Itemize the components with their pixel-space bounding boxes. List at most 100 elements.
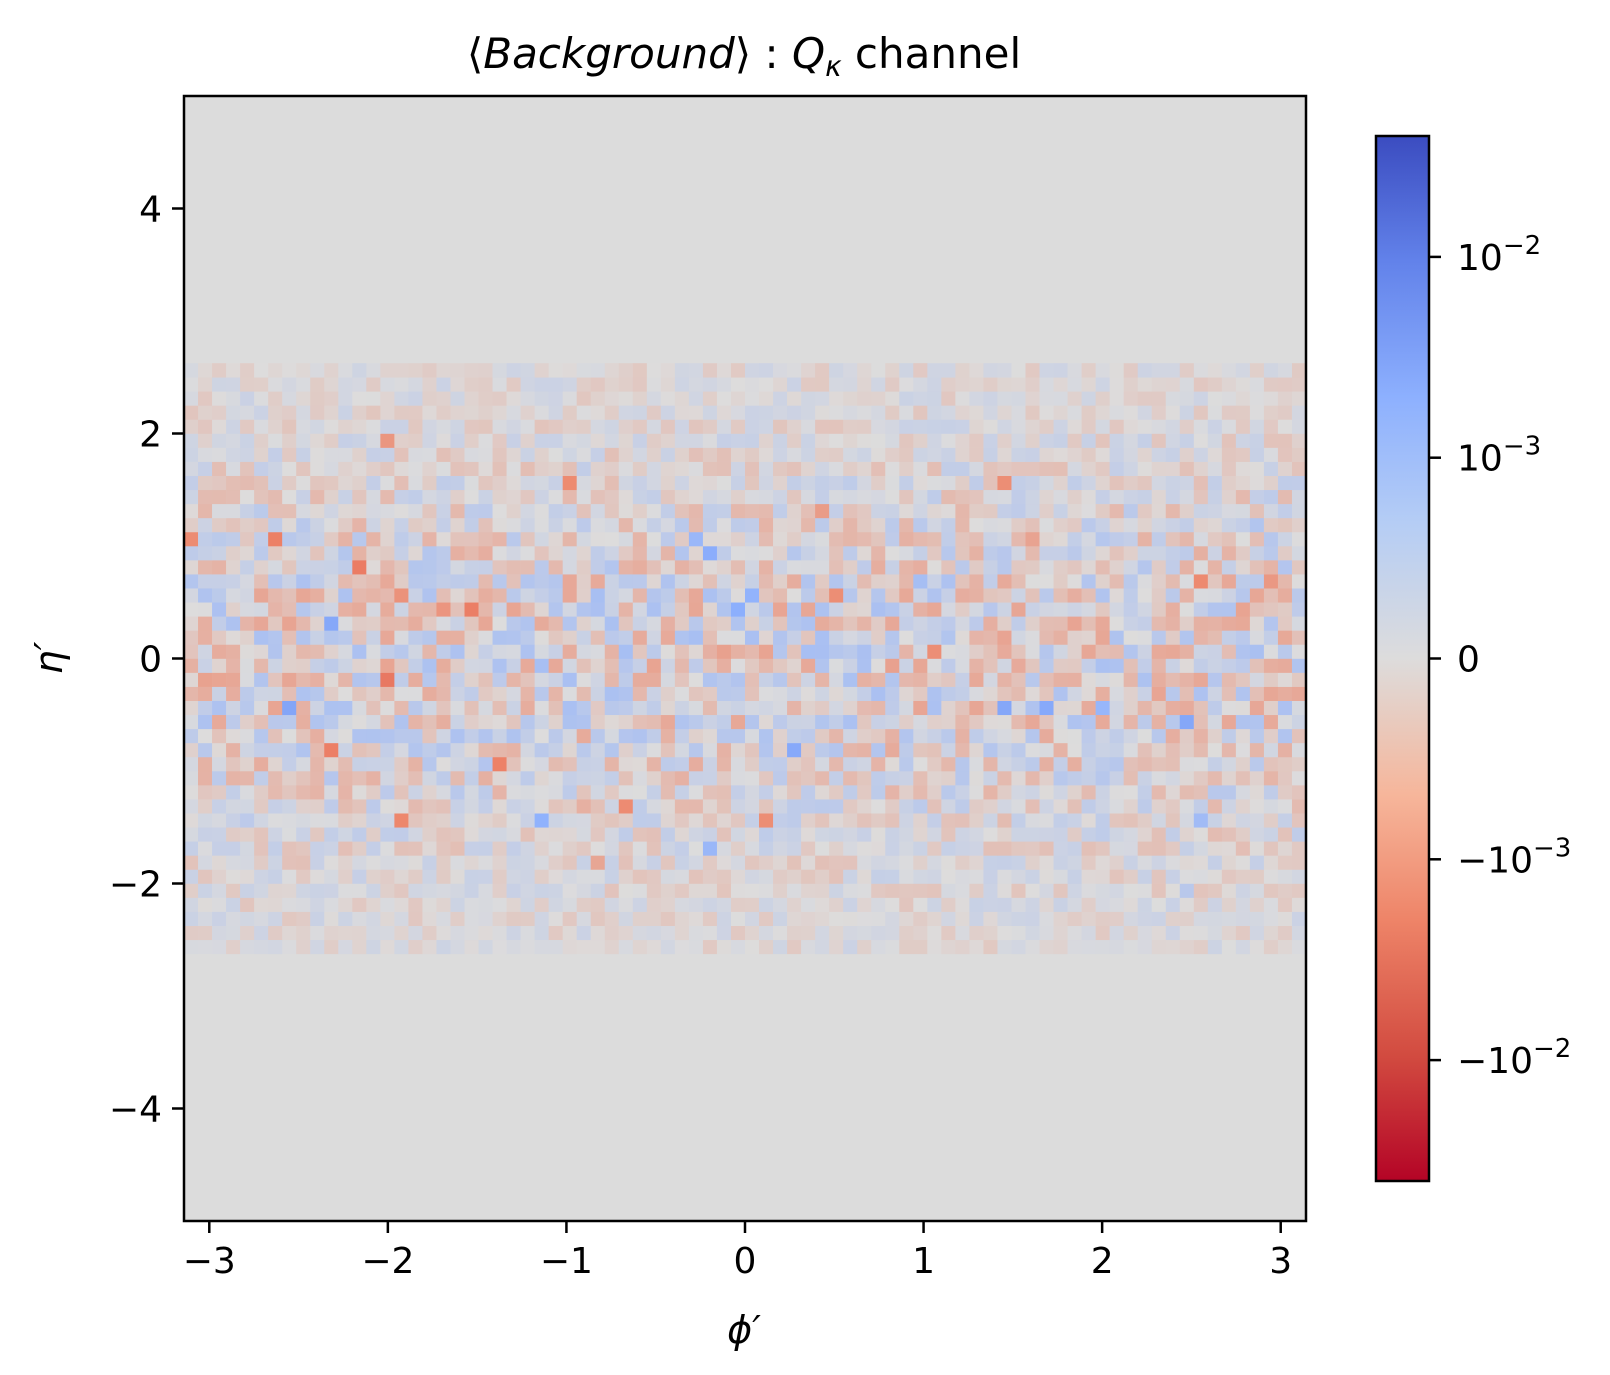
heatmap-cell: [548, 391, 563, 406]
heatmap-cell: [1193, 602, 1209, 617]
heatmap-cell: [857, 785, 872, 800]
heatmap-cell: [702, 771, 718, 786]
heatmap-cell: [1095, 546, 1110, 561]
heatmap-cell: [899, 897, 914, 912]
heatmap-cell: [997, 419, 1012, 434]
heatmap-cell: [380, 855, 395, 870]
heatmap-cell: [268, 475, 283, 491]
heatmap-cell: [745, 925, 760, 941]
heatmap-cell: [955, 841, 970, 856]
heatmap-cell: [380, 841, 395, 856]
heatmap-cell: [492, 560, 507, 575]
heatmap-cell: [1081, 588, 1096, 603]
heatmap-cell: [226, 771, 241, 786]
heatmap-cell: [1109, 405, 1124, 420]
heatmap-cell: [1179, 574, 1195, 589]
heatmap-cell: [1165, 939, 1181, 955]
heatmap-cell: [450, 546, 465, 561]
colorbar-tick-label: −10−3: [1457, 833, 1571, 881]
heatmap-cell: [366, 391, 381, 406]
heatmap-cell: [1053, 616, 1068, 631]
heatmap-cell: [632, 546, 648, 561]
heatmap-cell: [1011, 588, 1026, 603]
heatmap-cell: [282, 883, 297, 898]
heatmap-cell: [534, 855, 549, 870]
heatmap-cell: [1095, 503, 1110, 519]
heatmap-cell: [1291, 517, 1307, 533]
heatmap-cell: [1067, 419, 1082, 434]
heatmap-cell: [436, 925, 451, 941]
heatmap-cell: [1277, 658, 1293, 673]
heatmap-cell: [913, 560, 928, 575]
heatmap-cell: [913, 813, 928, 828]
heatmap-cell: [1235, 588, 1251, 603]
heatmap-cell: [857, 602, 872, 617]
heatmap-cell: [604, 630, 620, 645]
heatmap-cell: [1081, 799, 1096, 814]
heatmap-cell: [787, 841, 802, 856]
heatmap-cell: [506, 630, 521, 645]
heatmap-cell: [254, 517, 269, 533]
heatmap-cell: [871, 714, 886, 730]
heatmap-cell: [927, 686, 942, 701]
heatmap-cell: [927, 461, 942, 476]
heatmap-cell: [1193, 433, 1209, 448]
heatmap-cell: [464, 799, 479, 814]
heatmap-cell: [773, 672, 788, 687]
heatmap-cell: [660, 911, 676, 926]
heatmap-cell: [562, 700, 578, 716]
heatmap-cell: [1263, 363, 1279, 378]
heatmap-cell: [1053, 855, 1068, 870]
heatmap-cell: [885, 911, 900, 926]
heatmap-cell: [1011, 391, 1026, 406]
heatmap-cell: [310, 855, 325, 870]
heatmap-cell: [1165, 475, 1181, 491]
heatmap-cell: [1263, 517, 1279, 533]
heatmap-cell: [871, 686, 886, 701]
heatmap-cell: [745, 602, 760, 617]
heatmap-cell: [282, 630, 297, 645]
heatmap-cell: [1109, 883, 1124, 898]
heatmap-cell: [380, 391, 395, 406]
heatmap-cell: [562, 433, 578, 448]
heatmap-cell: [730, 531, 746, 547]
heatmap-cell: [310, 419, 325, 434]
heatmap-cell: [184, 714, 199, 730]
heatmap-cell: [955, 475, 970, 491]
heatmap-cell: [534, 714, 549, 730]
heatmap-cell: [815, 672, 830, 687]
heatmap-cell: [787, 771, 802, 786]
heatmap-cell: [184, 911, 199, 926]
heatmap-cell: [1291, 377, 1307, 392]
heatmap-cell: [1025, 841, 1040, 856]
heatmap-cell: [1277, 939, 1293, 955]
heatmap-cell: [745, 714, 760, 730]
heatmap-cell: [1039, 939, 1054, 955]
heatmap-cell: [1249, 742, 1265, 758]
heatmap-cell: [1249, 433, 1265, 448]
heatmap-cell: [1039, 419, 1054, 434]
heatmap-cell: [296, 616, 311, 631]
heatmap-cell: [983, 742, 998, 758]
heatmap-cell: [745, 531, 760, 547]
heatmap-cell: [212, 869, 227, 884]
heatmap-cell: [660, 475, 676, 491]
heatmap-cell: [913, 588, 928, 603]
heatmap-cell: [576, 799, 592, 814]
heatmap-cell: [1123, 742, 1139, 758]
heatmap-cell: [408, 771, 423, 786]
heatmap-cell: [1235, 630, 1251, 645]
heatmap-cell: [618, 531, 634, 547]
heatmap-cell: [1193, 728, 1209, 744]
heatmap-cell: [1025, 911, 1040, 926]
heatmap-cell: [1123, 602, 1139, 617]
colorbar-tick-label: 0: [1457, 640, 1480, 681]
heatmap-cell: [184, 377, 199, 392]
heatmap-cell: [787, 475, 802, 491]
heatmap-cell: [618, 771, 634, 786]
heatmap-cell: [1221, 391, 1237, 406]
heatmap-cell: [1165, 644, 1181, 659]
heatmap-cell: [408, 489, 423, 505]
heatmap-cell: [1235, 644, 1251, 659]
heatmap-cell: [1179, 686, 1195, 701]
